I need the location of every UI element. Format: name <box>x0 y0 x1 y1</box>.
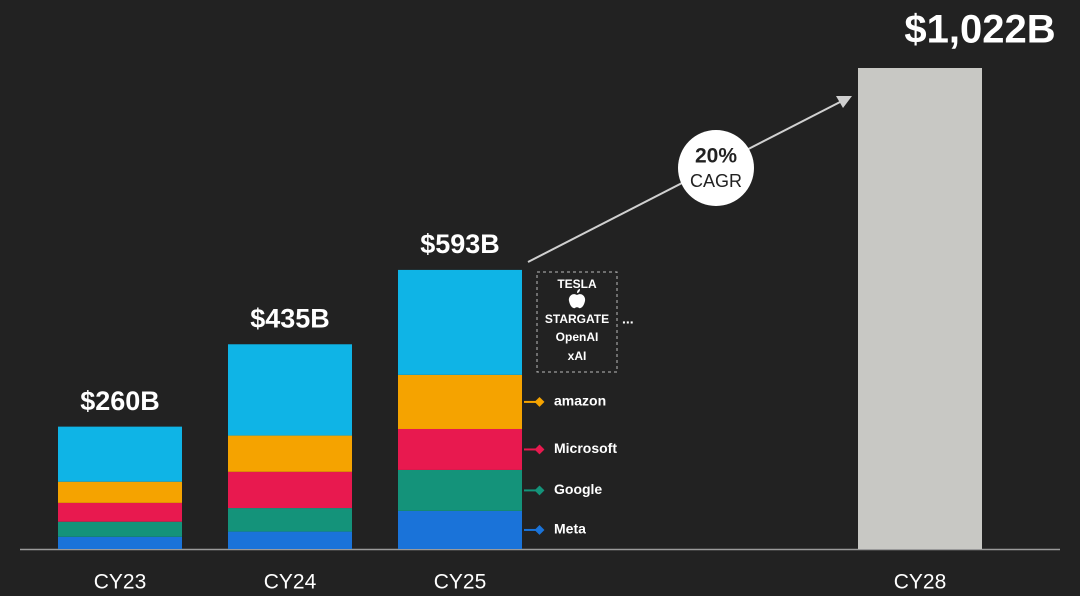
bar-segment <box>228 435 352 472</box>
legend-label: amazon <box>554 393 606 409</box>
total-label: $1,022B <box>904 8 1055 52</box>
bar-segment <box>228 508 352 532</box>
bar-segment <box>398 269 522 375</box>
bar-segment <box>228 531 352 549</box>
x-tick-label: CY25 <box>434 571 487 594</box>
bar-segment <box>58 481 182 503</box>
legend-marker <box>534 524 545 535</box>
bar-segment <box>58 521 182 537</box>
cagr-label: CAGR <box>690 171 742 191</box>
legend-marker <box>534 485 545 496</box>
others-more: ... <box>622 311 634 327</box>
cagr-badge <box>678 130 754 206</box>
bar-segment <box>398 428 522 470</box>
others-logo: TESLA <box>557 277 597 291</box>
x-tick-label: CY23 <box>94 571 147 594</box>
bar-segment <box>58 502 182 522</box>
apple-logo <box>568 289 586 309</box>
cagr-value: 20% <box>695 145 737 168</box>
bar-segment <box>228 344 352 436</box>
legend-label: Microsoft <box>554 440 617 456</box>
x-tick-label: CY28 <box>894 571 947 594</box>
bar-segment <box>58 536 182 549</box>
others-logo: OpenAI <box>556 330 599 344</box>
total-label: $260B <box>80 386 160 416</box>
bar-segment <box>398 469 522 511</box>
legend-label: Meta <box>554 521 586 537</box>
legend-marker <box>534 396 545 407</box>
legend-marker <box>534 444 545 455</box>
bar-segment <box>58 426 182 482</box>
bar-segment <box>398 510 522 549</box>
legend-label: Google <box>554 481 602 497</box>
bar-segment <box>398 374 522 429</box>
others-logo: xAI <box>568 349 587 363</box>
bar-segment <box>228 471 352 509</box>
others-logo: STARGATE <box>545 312 609 326</box>
x-tick-label: CY24 <box>264 571 317 594</box>
total-label: $435B <box>250 303 330 333</box>
bar-segment <box>858 68 982 549</box>
total-label: $593B <box>420 229 500 259</box>
arrow-head <box>836 96 852 108</box>
